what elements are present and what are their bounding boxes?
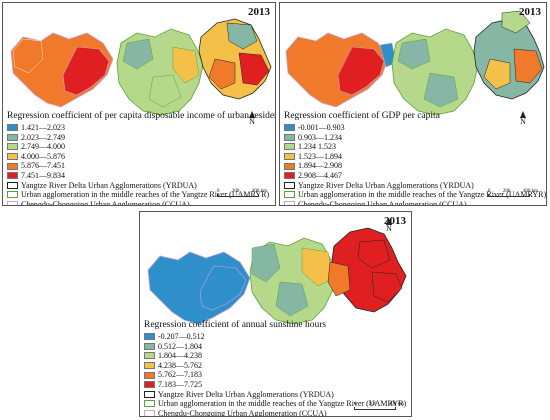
regional-map-income — [10, 18, 272, 116]
boundary-swatch — [284, 191, 295, 199]
north-arrow-icon: N — [520, 111, 526, 126]
color-swatch — [7, 153, 18, 161]
color-swatch — [144, 362, 155, 370]
legend-title: Regression coefficient of annual sunshin… — [144, 320, 327, 330]
legend-class-6: 7.451—9.834 — [7, 171, 269, 181]
boundary-swatch — [284, 181, 295, 189]
scale-bar: 0 200 400 km — [354, 402, 404, 410]
legend-boundary-uamryr: Urban agglomeration in the middle reache… — [144, 399, 406, 409]
boundary-swatch — [7, 181, 18, 189]
color-swatch — [284, 133, 295, 141]
color-swatch — [284, 172, 295, 180]
color-swatch — [284, 162, 295, 170]
legend-class-5: 1.894—2.908 — [284, 161, 546, 171]
color-swatch — [7, 124, 18, 132]
color-swatch — [7, 143, 18, 151]
legend-boundary-yrdua: Yangtze River Delta Urban Agglomerations… — [284, 181, 546, 191]
legend-class-5: 5.876—7.451 — [7, 161, 269, 171]
boundary-swatch — [144, 390, 155, 398]
legend-class-5: 5.762—7.183 — [144, 370, 406, 380]
north-arrow-icon: N — [249, 111, 255, 126]
legend-boundary-yrdua: Yangtze River Delta Urban Agglomerations… — [7, 181, 269, 191]
color-swatch — [144, 381, 155, 389]
legend-boundary-ccua: Chengdu-Chongqing Urban Agglomeration (C… — [284, 200, 546, 205]
legend-class-4: 4.000—5.876 — [7, 152, 269, 162]
year-label: 2013 — [519, 6, 541, 18]
boundary-swatch — [284, 201, 295, 205]
boundary-swatch — [144, 400, 155, 408]
legend-class-3: 1.234 1.523 — [284, 142, 546, 152]
boundary-swatch — [7, 201, 18, 205]
legend-class-6: 2.908—4.467 — [284, 171, 546, 181]
legend: 1.421—2.023 2.023—2.749 2.749—4.000 4.00… — [7, 123, 269, 205]
color-swatch — [144, 352, 155, 360]
color-swatch — [7, 133, 18, 141]
color-swatch — [7, 172, 18, 180]
legend-title: Regression coefficient of per capita dis… — [7, 111, 276, 121]
color-swatch — [7, 162, 18, 170]
legend: -0.207—0.512 0.512—1.804 1.804—4.238 4.2… — [144, 332, 406, 416]
legend-boundary-uamryr: Urban agglomeration in the middle reache… — [284, 190, 546, 200]
legend-boundary-ccua: Chengdu-Chongqing Urban Agglomeration (C… — [7, 200, 269, 205]
legend-class-3: 2.749—4.000 — [7, 142, 269, 152]
color-swatch — [144, 333, 155, 341]
color-swatch — [284, 143, 295, 151]
scale-bar: 0 200 400 km — [217, 189, 267, 197]
color-swatch — [144, 342, 155, 350]
boundary-swatch — [7, 191, 18, 199]
scale-bar: 0 200 400 km — [488, 189, 538, 197]
legend-class-1: -0.001—0.903 — [284, 123, 546, 133]
legend-class-2: 2.023—2.749 — [7, 133, 269, 143]
map-panel-gdp: 2013 N Regression coefficient of GDP per… — [279, 2, 547, 206]
regional-map-gdp — [285, 10, 545, 116]
legend-class-6: 7.183—7.725 — [144, 380, 406, 390]
legend-class-4: 1.523—1.894 — [284, 152, 546, 162]
legend-class-1: -0.207—0.512 — [144, 332, 406, 342]
legend-class-1: 1.421—2.023 — [7, 123, 269, 133]
legend-title: Regression coefficient of GDP per capita — [284, 111, 440, 121]
color-swatch — [144, 371, 155, 379]
color-swatch — [284, 153, 295, 161]
legend-class-2: 0.512—1.804 — [144, 342, 406, 352]
map-panel-income: 2013 N Regression coefficient of per cap… — [2, 2, 276, 206]
legend-boundary-ccua: Chengdu-Chongqing Urban Agglomeration (C… — [144, 409, 406, 416]
legend-class-2: 0.903—1.234 — [284, 133, 546, 143]
boundary-swatch — [144, 410, 155, 416]
north-arrow-icon: N — [386, 218, 392, 233]
color-swatch — [284, 124, 295, 132]
map-panel-sunshine: 2013 N Regression coefficient of annual … — [139, 211, 412, 417]
legend: -0.001—0.903 0.903—1.234 1.234 1.523 1.5… — [284, 123, 546, 205]
legend-boundary-yrdua: Yangtze River Delta Urban Agglomerations… — [144, 390, 406, 400]
legend-boundary-uamryr: Urban agglomeration in the middle reache… — [7, 190, 269, 200]
year-label: 2013 — [248, 6, 270, 18]
regional-map-sunshine — [147, 227, 407, 325]
legend-class-4: 4.238—5.762 — [144, 361, 406, 371]
legend-class-3: 1.804—4.238 — [144, 351, 406, 361]
